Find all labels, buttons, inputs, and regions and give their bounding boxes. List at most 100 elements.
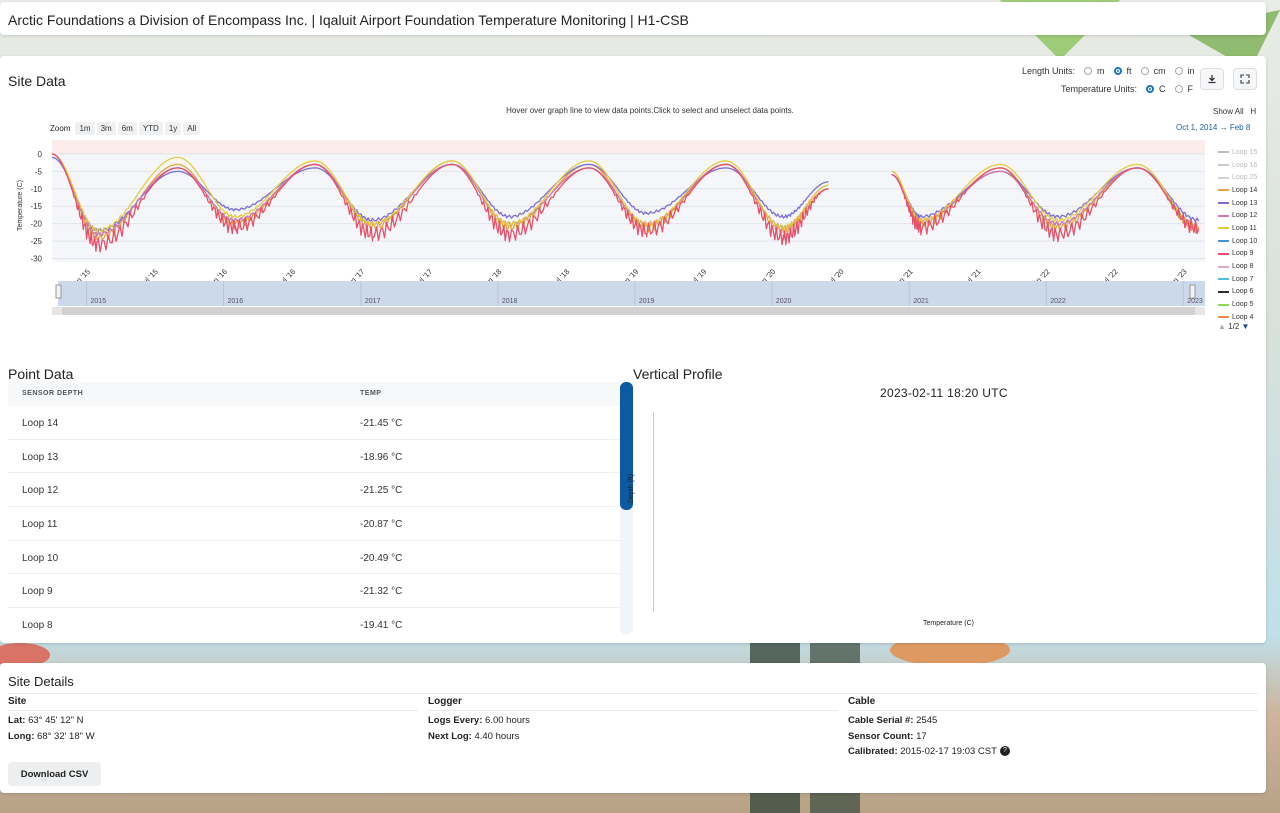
y-tick-label: -5 <box>35 167 43 176</box>
logger-column: Logger Logs Every: 6.00 hours Next Log: … <box>428 696 838 746</box>
length-unit-cm-radio[interactable] <box>1140 67 1149 75</box>
legend-item[interactable]: Loop 4 <box>1218 311 1266 324</box>
legend-item[interactable]: Loop 9 <box>1218 248 1266 261</box>
site-details-title: Site Details <box>8 674 74 689</box>
length-units-group: Length Units: m ft cm in <box>1022 66 1195 76</box>
column-sensor-depth[interactable]: SENSOR DEPTH <box>22 390 84 397</box>
legend-label: Loop 14 <box>1232 186 1258 194</box>
length-units-label: Length Units: <box>1022 66 1076 76</box>
question-icon[interactable]: ? <box>999 746 1010 757</box>
legend-next-icon[interactable]: ▼ <box>1241 322 1250 331</box>
fullscreen-button[interactable] <box>1233 68 1257 90</box>
download-csv-button[interactable]: Download CSV <box>8 762 101 786</box>
zoom-3m-button[interactable]: 3m <box>96 122 116 135</box>
table-row[interactable]: Loop 11 -20.87 °C <box>8 507 620 541</box>
legend-item[interactable]: Loop 13 <box>1218 197 1266 210</box>
legend-item[interactable]: Loop 16 <box>1218 159 1266 172</box>
legend-pager: ▲ 1/2 ▼ <box>1218 322 1249 331</box>
show-all-toggle[interactable]: Show All H <box>1213 107 1256 116</box>
legend-swatch <box>1218 290 1229 293</box>
table-row[interactable]: Loop 8 -19.41 °C <box>8 608 620 641</box>
download-icon <box>1208 75 1216 84</box>
vertical-profile-axis <box>653 412 654 612</box>
site-lat-value: 63° 45' 12" N <box>28 715 84 726</box>
legend-item[interactable]: Loop 15 <box>1218 146 1266 159</box>
legend-label: Loop 25 <box>1232 174 1258 182</box>
legend-item[interactable]: Loop 12 <box>1218 209 1266 222</box>
logger-every: Logs Every: 6.00 hours <box>428 715 838 731</box>
plot-area <box>52 140 1205 262</box>
date-range-from[interactable]: Oct 1, 2014 <box>1176 123 1218 132</box>
y-tick-label: -25 <box>30 237 42 246</box>
temp-cell: -21.32 °C <box>360 586 403 598</box>
legend-item[interactable]: Loop 8 <box>1218 260 1266 273</box>
length-unit-in-radio[interactable] <box>1174 67 1183 75</box>
calibrated-value: 2015-02-17 19:03 CST <box>900 746 997 757</box>
show-all-extra[interactable]: H <box>1250 107 1257 116</box>
site-column: Site Lat: 63° 45' 12" N Long: 68° 32' 18… <box>8 696 418 746</box>
legend-prev-icon[interactable]: ▲ <box>1218 322 1226 331</box>
length-unit-ft-label: ft <box>1126 66 1132 76</box>
length-unit-ft-radio[interactable] <box>1113 67 1122 75</box>
table-row[interactable]: Loop 10 -20.49 °C <box>8 541 620 575</box>
temp-cell: -21.25 °C <box>360 485 403 497</box>
length-unit-m-radio[interactable] <box>1084 67 1093 75</box>
site-details-card: Site Details Site Lat: 63° 45' 12" N Lon… <box>0 663 1266 793</box>
table-row[interactable]: Loop 12 -21.25 °C <box>8 473 620 508</box>
zoom-6m-button[interactable]: 6m <box>117 122 137 135</box>
temp-cell: -19.41 °C <box>360 620 403 632</box>
legend-item[interactable]: Loop 6 <box>1218 286 1266 299</box>
navigator-year-label: 2021 <box>913 298 929 305</box>
site-long-value: 68° 32' 18" W <box>37 730 95 742</box>
temperature-unit-f-radio[interactable] <box>1174 85 1183 93</box>
legend-page-label: 1/2 <box>1228 322 1240 331</box>
navigator-year-label: 2016 <box>228 298 244 305</box>
navigator-scrollbar-thumb <box>62 307 1195 315</box>
cable-heading: Cable <box>848 696 1258 711</box>
y-tick-label: -10 <box>30 185 42 194</box>
calibrated-label: Calibrated: <box>848 746 898 757</box>
legend-swatch <box>1218 265 1229 268</box>
zoom-ytd-button[interactable]: YTD <box>138 122 163 135</box>
legend-label: Loop 11 <box>1232 224 1257 232</box>
logger-every-value: 6.00 hours <box>485 715 530 726</box>
above-freezing-band <box>52 140 1205 154</box>
legend-item[interactable]: Loop 10 <box>1218 235 1266 248</box>
temperature-unit-f-label: F <box>1187 84 1194 94</box>
series-line <box>51 153 1200 253</box>
date-range-to[interactable]: Feb 8 <box>1229 123 1251 132</box>
temperature-unit-c-radio[interactable] <box>1146 85 1155 93</box>
logger-next-value: 4.40 hours <box>474 730 520 742</box>
legend-item[interactable]: Loop 14 <box>1218 184 1266 197</box>
date-range[interactable]: Oct 1, 2014 → Feb 8 <box>1176 123 1250 132</box>
site-lat-label: Lat: <box>8 715 26 726</box>
point-data-table: Loop 14 -21.45 °C Loop 13 -18.96 °C Loop 12 -… <box>8 406 620 641</box>
cable-column: Cable Cable Serial #: 2545 Sensor Count:… <box>848 696 1258 762</box>
temp-cell: -20.49 °C <box>360 552 403 564</box>
table-row[interactable]: Loop 14 -21.45 °C <box>8 406 620 440</box>
zoom-1y-button[interactable]: 1y <box>164 122 182 135</box>
site-data-title: Site Data <box>8 73 66 89</box>
legend-item[interactable]: Loop 7 <box>1218 273 1266 286</box>
sensor-count: Sensor Count: 17 <box>848 731 1258 747</box>
cable-serial-value: 2545 <box>916 715 938 726</box>
date-range-arrow: → <box>1219 123 1228 132</box>
table-row[interactable]: Loop 13 -18.96 °C <box>8 440 620 474</box>
sensor-count-label: Sensor Count: <box>848 730 914 742</box>
legend-item[interactable]: Loop 5 <box>1218 298 1266 311</box>
table-row[interactable]: Loop 9 -21.32 °C <box>8 574 620 609</box>
download-button[interactable] <box>1200 68 1224 90</box>
length-unit-in-label: in <box>1187 66 1195 76</box>
legend-item[interactable]: Loop 11 <box>1218 222 1266 235</box>
zoom-all-button[interactable]: All <box>183 122 201 135</box>
point-data-table-header: SENSOR DEPTH TEMP <box>8 382 620 406</box>
show-all-label[interactable]: Show All <box>1213 107 1244 116</box>
legend-swatch <box>1218 240 1229 243</box>
legend-item[interactable]: Loop 25 <box>1218 171 1266 184</box>
vertical-profile-timestamp: 2023-02-11 18:20 UTC <box>880 386 1008 400</box>
cable-serial: Cable Serial #: 2545 <box>848 715 1258 731</box>
zoom-1m-button[interactable]: 1m <box>75 122 95 135</box>
table-scrollbar-thumb[interactable] <box>620 382 633 510</box>
column-temp[interactable]: TEMP <box>360 390 382 397</box>
